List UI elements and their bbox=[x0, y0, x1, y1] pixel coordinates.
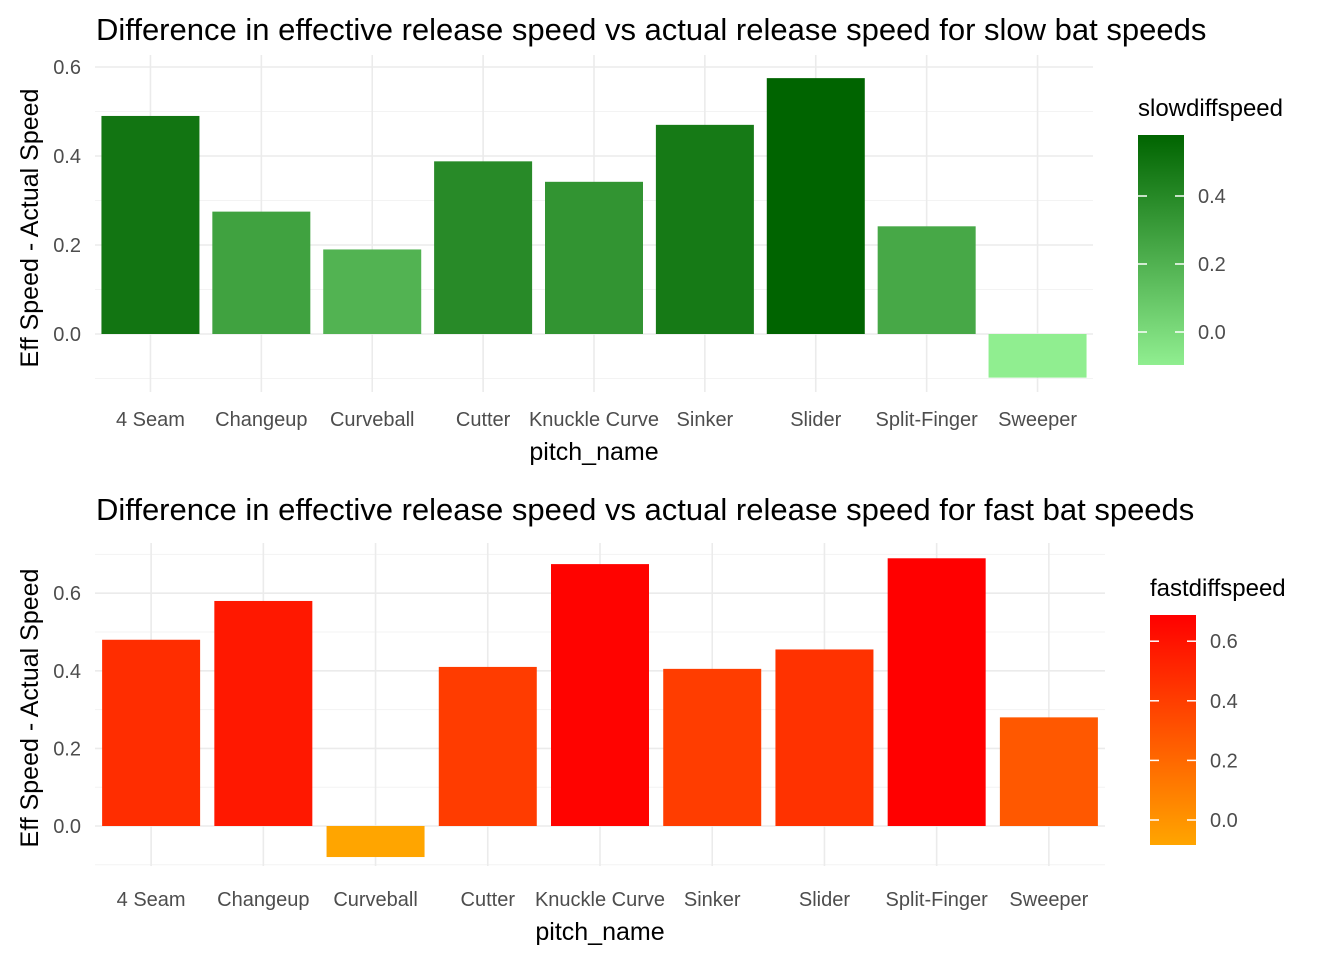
legend-tick-label: 0.6 bbox=[1210, 631, 1238, 653]
x-axis-title: pitch_name bbox=[535, 918, 664, 946]
y-tick-label: 0.4 bbox=[53, 146, 81, 168]
x-tick-label: Slider bbox=[790, 409, 841, 431]
bar-series bbox=[102, 558, 1098, 858]
legend: slowdiffspeed 0.0 0.2 0.4 bbox=[1138, 95, 1283, 365]
bar-sweeper bbox=[988, 334, 1087, 378]
bar-sinker bbox=[663, 668, 762, 826]
bar-changeup bbox=[214, 600, 313, 826]
bar-split-finger bbox=[877, 226, 976, 334]
bar-knuckle-curve bbox=[551, 564, 649, 826]
bar-curveball bbox=[323, 249, 422, 334]
x-tick-label: Cutter bbox=[461, 889, 516, 911]
x-tick-label: Sinker bbox=[684, 889, 741, 911]
chart-panel-fast: Difference in effective release speed vs… bbox=[16, 492, 1286, 946]
legend: fastdiffspeed 0.0 0.2 0.4 0.6 bbox=[1150, 575, 1286, 845]
x-tick-label: 4 Seam bbox=[117, 889, 186, 911]
bar-4-seam bbox=[101, 115, 200, 334]
chart-panel-slow: Difference in effective release speed vs… bbox=[16, 12, 1283, 466]
legend-tick-label: 0.2 bbox=[1210, 750, 1238, 772]
bar-knuckle-curve bbox=[545, 181, 643, 334]
legend-colorbar bbox=[1138, 135, 1184, 365]
x-tick-label: 4 Seam bbox=[116, 409, 185, 431]
legend-tick-label: 0.4 bbox=[1210, 691, 1238, 713]
x-tick-label: Split-Finger bbox=[886, 889, 989, 911]
bar-4-seam bbox=[102, 639, 201, 826]
bar-cutter bbox=[438, 666, 537, 826]
legend-ticks: 0.0 0.2 0.4 bbox=[1138, 186, 1226, 344]
y-axis-title: Eff Speed - Actual Speed bbox=[16, 89, 44, 368]
legend-tick-label: 0.0 bbox=[1210, 810, 1238, 832]
x-tick-label: Knuckle Curve bbox=[535, 889, 665, 911]
bar-curveball bbox=[326, 826, 425, 858]
bar-sweeper bbox=[999, 717, 1098, 826]
legend-ticks: 0.0 0.2 0.4 0.6 bbox=[1150, 631, 1238, 832]
x-tick-label: Sinker bbox=[677, 409, 734, 431]
x-tick-label: Slider bbox=[799, 889, 850, 911]
x-tick-label: Sweeper bbox=[1009, 889, 1088, 911]
x-axis-title: pitch_name bbox=[529, 438, 658, 466]
y-axis-ticks: 0.0 0.2 0.4 0.6 bbox=[53, 583, 81, 838]
x-tick-label: Cutter bbox=[456, 409, 511, 431]
legend-title: fastdiffspeed bbox=[1150, 575, 1286, 602]
bar-changeup bbox=[212, 211, 311, 334]
y-tick-label: 0.0 bbox=[53, 324, 81, 346]
y-tick-label: 0.6 bbox=[53, 57, 81, 79]
bar-slider bbox=[766, 78, 865, 334]
x-tick-label: Changeup bbox=[217, 889, 309, 911]
x-axis-ticks: 4 Seam Changeup Curveball Cutter Knuckle Cur… bbox=[116, 409, 1077, 431]
x-tick-label: Changeup bbox=[215, 409, 307, 431]
y-axis-ticks: 0.0 0.2 0.4 0.6 bbox=[53, 57, 81, 346]
legend-tick-label: 0.0 bbox=[1198, 322, 1226, 344]
bar-cutter bbox=[434, 161, 533, 334]
chart-title: Difference in effective release speed vs… bbox=[96, 12, 1206, 47]
x-axis-ticks: 4 Seam Changeup Curveball Cutter Knuckle Cur… bbox=[117, 889, 1089, 911]
x-tick-label: Curveball bbox=[330, 409, 414, 431]
y-axis-title: Eff Speed - Actual Speed bbox=[16, 569, 44, 848]
y-tick-label: 0.6 bbox=[53, 583, 81, 605]
y-tick-label: 0.0 bbox=[53, 816, 81, 838]
legend-tick-label: 0.2 bbox=[1198, 254, 1226, 276]
legend-title: slowdiffspeed bbox=[1138, 95, 1283, 122]
y-tick-label: 0.2 bbox=[53, 235, 81, 257]
x-tick-label: Knuckle Curve bbox=[529, 409, 659, 431]
x-tick-label: Sweeper bbox=[998, 409, 1077, 431]
y-tick-label: 0.4 bbox=[53, 661, 81, 683]
x-tick-label: Curveball bbox=[333, 889, 417, 911]
chart-title: Difference in effective release speed vs… bbox=[96, 492, 1194, 527]
y-tick-label: 0.2 bbox=[53, 738, 81, 760]
legend-tick-label: 0.4 bbox=[1198, 186, 1226, 208]
bar-series bbox=[101, 78, 1087, 378]
bar-sinker bbox=[655, 124, 754, 334]
x-tick-label: Split-Finger bbox=[876, 409, 979, 431]
legend-colorbar bbox=[1150, 615, 1196, 845]
bar-split-finger bbox=[887, 558, 986, 826]
bar-slider bbox=[775, 649, 874, 826]
